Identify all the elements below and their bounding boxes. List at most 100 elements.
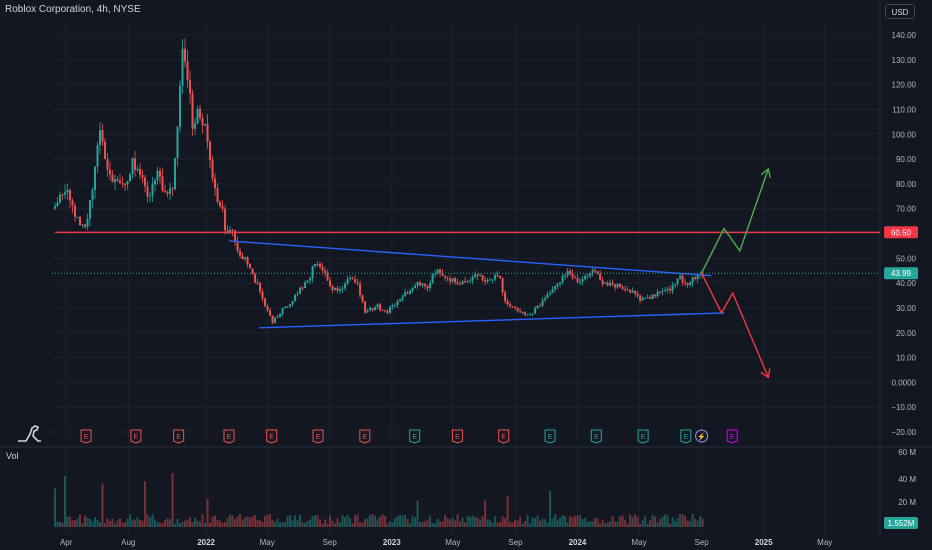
volume-bar	[161, 523, 164, 527]
candle-body	[456, 282, 459, 284]
candle-body	[144, 177, 147, 187]
volume-bar	[536, 515, 539, 527]
volume-bar	[531, 517, 534, 527]
candle-body	[609, 282, 612, 286]
candle-body	[81, 224, 84, 226]
volume-bar	[501, 516, 504, 527]
y-tick-label: −10.00	[891, 403, 916, 412]
candle-body	[581, 279, 584, 282]
candle-body	[316, 263, 319, 265]
volume-bar	[156, 521, 159, 527]
volume-bar	[474, 517, 477, 527]
candle-body	[486, 279, 489, 282]
volume-bar	[254, 515, 257, 527]
volume-bar	[609, 521, 612, 527]
candle-body	[134, 158, 137, 170]
volume-bar	[419, 522, 422, 527]
candle-body	[56, 202, 59, 207]
volume-bar	[564, 515, 567, 527]
candle-body	[564, 275, 567, 277]
volume-bar	[114, 523, 117, 527]
candle-body	[186, 61, 189, 81]
volume-bar	[661, 516, 664, 527]
candle-body	[219, 201, 222, 207]
volume-bar	[209, 522, 212, 527]
volume-bar	[634, 514, 637, 527]
volume-bar	[264, 515, 267, 527]
candle-body	[646, 297, 649, 299]
candle-body	[421, 283, 424, 286]
currency-button[interactable]: USD	[885, 4, 915, 19]
candle-body	[594, 269, 597, 272]
volume-bar	[651, 515, 654, 527]
candle-body	[91, 190, 94, 201]
earnings-marker-icon	[409, 429, 421, 444]
earnings-marker-icon	[359, 429, 371, 444]
volume-last-label: 1.552M	[888, 519, 915, 528]
volume-bar	[224, 522, 227, 527]
candle-body	[604, 282, 607, 284]
earnings-marker-icon	[498, 429, 510, 444]
volume-bar	[606, 522, 609, 527]
candle-body	[689, 282, 692, 285]
volume-bar	[514, 519, 517, 527]
marker-label: E	[84, 434, 89, 441]
volume-bar	[409, 523, 412, 527]
volume-bar	[426, 519, 429, 527]
volume-bar	[491, 522, 494, 527]
y-tick-label: 70.00	[896, 205, 917, 214]
volume-bar	[239, 514, 242, 527]
volume-bar	[311, 516, 314, 527]
earnings-markers[interactable]: E E E E E E E E E E E E E E ⚡ E	[80, 429, 738, 444]
y-tick-label: 130.00	[892, 56, 917, 65]
earnings-marker-icon	[173, 429, 185, 444]
candle-body	[651, 294, 654, 299]
candle-body	[574, 277, 577, 279]
volume-bar	[594, 517, 597, 527]
candle-body	[189, 80, 192, 94]
candle-body	[241, 255, 244, 259]
volume-bar	[154, 519, 157, 527]
volume-bar	[591, 521, 594, 527]
candle-body	[694, 277, 697, 279]
candle-body	[686, 283, 689, 285]
volume-bar	[151, 514, 154, 527]
dino-logo-icon[interactable]	[18, 425, 41, 442]
candle-body	[464, 281, 467, 283]
candle-body	[191, 93, 194, 129]
volume-bar	[554, 514, 557, 527]
candle-body	[394, 305, 397, 307]
volume-bar	[571, 517, 574, 527]
volume-bar	[556, 519, 559, 527]
candle-body	[99, 130, 102, 146]
volume-bar	[106, 518, 109, 527]
arrowhead	[760, 167, 772, 178]
y-tick-label: 100.00	[892, 130, 917, 139]
volume-bar	[656, 522, 659, 527]
candle-body	[621, 287, 624, 289]
candle-body	[429, 282, 432, 289]
candle-body	[246, 257, 249, 265]
volume-bar	[499, 522, 502, 527]
volume-bar	[676, 518, 679, 527]
candle-body	[479, 275, 482, 277]
candle-body	[159, 170, 162, 177]
volume-bar	[481, 516, 484, 527]
volume-bar	[316, 515, 319, 527]
y-tick-label: 30.00	[896, 304, 917, 313]
x-tick-label: Apr	[60, 538, 73, 547]
candle-body	[291, 300, 294, 305]
candle-body	[451, 278, 454, 282]
candle-body	[264, 298, 267, 307]
volume-bar	[346, 514, 349, 527]
earnings-marker-icon	[80, 429, 92, 444]
earnings-marker-icon	[544, 429, 556, 444]
volume-bar	[686, 520, 689, 527]
candle-body	[541, 300, 544, 306]
last-price-tag	[884, 267, 918, 280]
volume-bar	[199, 521, 202, 527]
volume-bar	[141, 520, 144, 527]
candle-body	[684, 282, 687, 284]
volume-bar	[369, 514, 372, 527]
